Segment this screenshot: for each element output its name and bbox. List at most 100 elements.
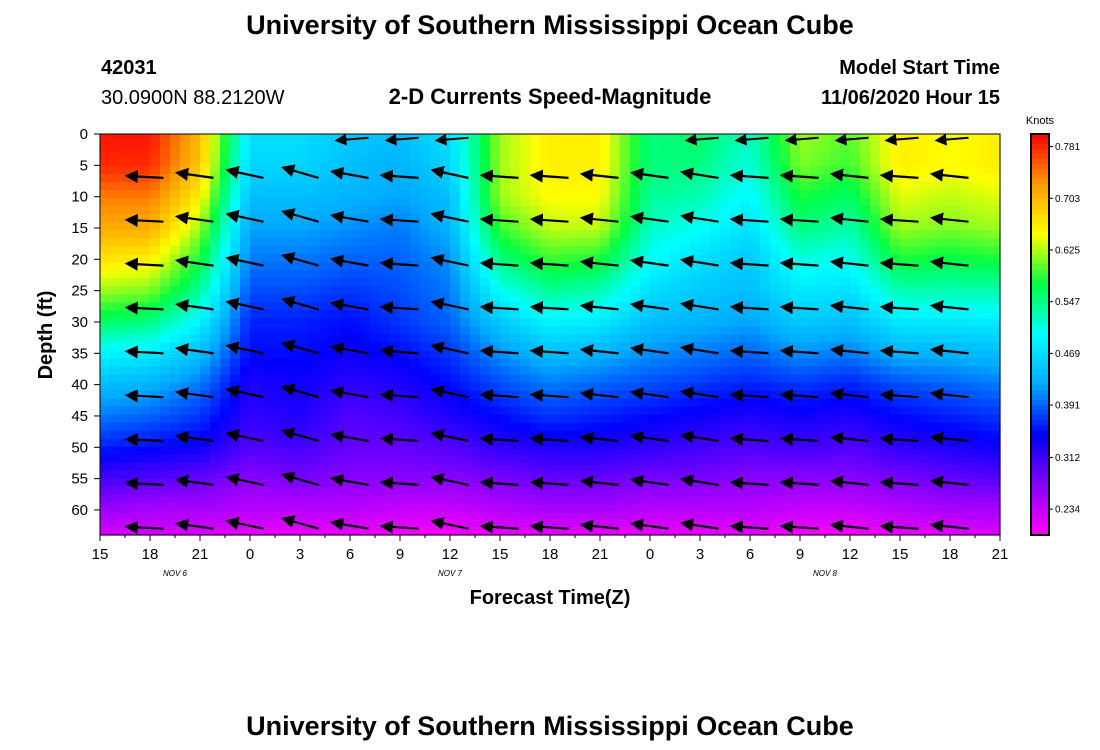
heatmap-cell xyxy=(190,158,201,167)
current-vector xyxy=(829,212,869,226)
heatmap-cell xyxy=(390,406,401,416)
heatmap-cell xyxy=(710,334,721,344)
heatmap-cell xyxy=(210,158,221,167)
heatmap-cell xyxy=(240,270,251,279)
heatmap-cell xyxy=(450,502,461,512)
heatmap-cell xyxy=(430,502,441,512)
heatmap-cell xyxy=(520,342,531,352)
heatmap-cell xyxy=(940,238,951,247)
heatmap-cell xyxy=(500,174,511,183)
heatmap-cell xyxy=(670,262,681,271)
heatmap-cell xyxy=(570,350,581,360)
heatmap-cell xyxy=(330,350,341,360)
heatmap-cell xyxy=(410,190,421,199)
heatmap-cell xyxy=(950,150,961,159)
heatmap-cell xyxy=(310,158,321,167)
heatmap-cell xyxy=(440,142,451,151)
heatmap-cell xyxy=(840,510,851,520)
heatmap-cell xyxy=(370,214,381,223)
heatmap-cell xyxy=(700,270,711,279)
heatmap-cell xyxy=(550,502,561,512)
heatmap-cell xyxy=(430,382,441,392)
heatmap-cell xyxy=(690,454,701,464)
heatmap-cell xyxy=(160,470,171,480)
heatmap-cell xyxy=(190,342,201,352)
heatmap-cell xyxy=(340,462,351,472)
heatmap-cell xyxy=(590,358,601,368)
heatmap-cell xyxy=(280,350,291,360)
heatmap-cell xyxy=(590,462,601,472)
heatmap-cell xyxy=(260,422,271,432)
heatmap-cell xyxy=(450,342,461,352)
heatmap-cell xyxy=(480,470,491,480)
heatmap-cell xyxy=(520,398,531,408)
heatmap-cell xyxy=(690,358,701,368)
heatmap-cell xyxy=(880,438,891,448)
heatmap-cell xyxy=(320,142,331,151)
heatmap-cell xyxy=(580,342,591,352)
heatmap-cell xyxy=(550,374,561,384)
heatmap-cell xyxy=(730,494,741,504)
heatmap-cell xyxy=(470,470,481,480)
heatmap-cell xyxy=(230,294,241,304)
current-vector xyxy=(174,299,214,313)
heatmap-cell xyxy=(880,526,891,536)
heatmap-cell xyxy=(860,414,871,424)
heatmap-cell xyxy=(290,374,301,384)
heatmap-cell xyxy=(710,438,721,448)
heatmap-cell xyxy=(920,150,931,159)
heatmap-cell xyxy=(560,462,571,472)
heatmap-cell xyxy=(250,486,261,496)
heatmap-cell xyxy=(840,382,851,392)
heatmap-cell xyxy=(750,342,761,352)
current-vector xyxy=(879,476,919,490)
heatmap-cell xyxy=(590,166,601,175)
heatmap-cell xyxy=(950,174,961,183)
current-vector xyxy=(629,474,669,488)
heatmap-cell xyxy=(380,526,391,536)
heatmap-cell xyxy=(200,438,211,448)
heatmap-cell xyxy=(550,190,561,199)
heatmap-cell xyxy=(730,262,741,271)
heatmap-cell xyxy=(600,262,611,271)
heatmap-cell xyxy=(350,142,361,151)
heatmap-cell xyxy=(970,470,981,480)
heatmap-cell xyxy=(470,398,481,408)
current-vector xyxy=(281,295,319,311)
heatmap-cell xyxy=(800,254,811,263)
heatmap-cell xyxy=(850,246,861,255)
heatmap-cell xyxy=(960,374,971,384)
heatmap-cell xyxy=(870,478,881,488)
heatmap-cell xyxy=(100,334,111,344)
heatmap-cell xyxy=(950,446,961,456)
heatmap-cell xyxy=(600,190,611,199)
heatmap-cell xyxy=(940,254,951,263)
heatmap-cell xyxy=(830,382,841,392)
heatmap-cell xyxy=(440,190,451,199)
heatmap-cell xyxy=(770,358,781,368)
heatmap-cell xyxy=(110,494,121,504)
heatmap-cell xyxy=(480,134,491,143)
heatmap-cell xyxy=(240,206,251,215)
heatmap-cell xyxy=(850,206,861,215)
colorbar-segment xyxy=(1031,254,1049,260)
heatmap-cell xyxy=(440,302,451,312)
heatmap-cell xyxy=(170,398,181,408)
current-vector xyxy=(779,432,819,446)
heatmap-cell xyxy=(940,230,951,239)
heatmap-cell xyxy=(360,430,371,440)
heatmap-cell xyxy=(350,430,361,440)
heatmap-cell xyxy=(760,150,771,159)
heatmap-cell xyxy=(320,182,331,191)
heatmap-cell xyxy=(760,206,771,215)
heatmap-cell xyxy=(490,230,501,239)
current-vector xyxy=(379,476,419,490)
heatmap-cell xyxy=(460,358,471,368)
heatmap-cell xyxy=(980,374,991,384)
heatmap-cell xyxy=(240,198,251,207)
heatmap-cell xyxy=(310,446,321,456)
heatmap-cell xyxy=(730,246,741,255)
heatmap-cell xyxy=(380,230,391,239)
heatmap-cell xyxy=(650,462,661,472)
heatmap-cell xyxy=(470,278,481,287)
